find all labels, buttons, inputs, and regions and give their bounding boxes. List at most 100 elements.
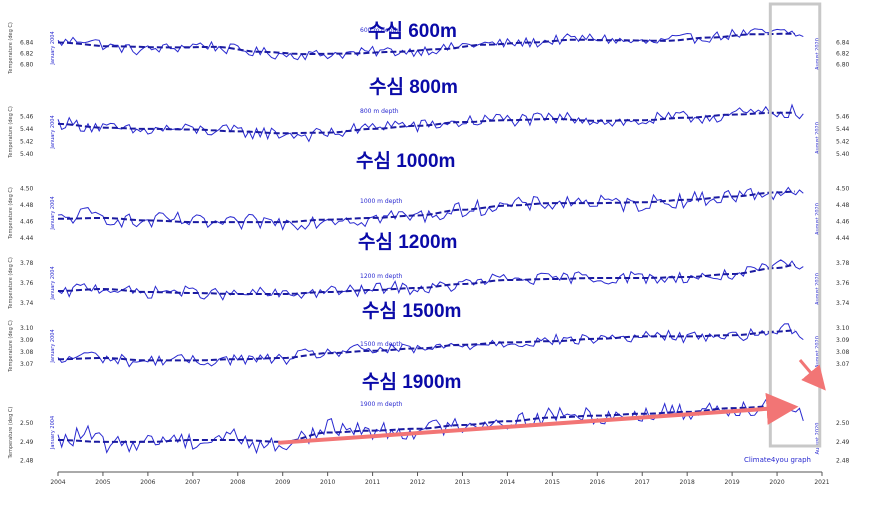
y-tick-right: 6.84 <box>836 40 850 47</box>
x-tick-label: 2013 <box>455 479 470 486</box>
y-axis-label: Temperature (deg C) <box>8 187 14 240</box>
x-tick-label: 2020 <box>769 479 784 486</box>
series-raw-p1900 <box>57 399 804 455</box>
small-depth-label: 800 m depth <box>360 108 399 115</box>
series-smooth-p1900 <box>58 405 795 443</box>
panel-p800: 5.46 5.46 5.44 5.44 5.42 5.42 5.40 5.40 Temperat… <box>8 103 850 159</box>
series-raw-p600 <box>57 28 804 61</box>
big-depth-label: 수심 800m <box>369 76 458 98</box>
y-tick-right: 5.40 <box>836 151 850 158</box>
y-tick-left: 2.49 <box>20 439 34 446</box>
y-tick-right: 6.80 <box>836 62 850 69</box>
series-smooth-p1500 <box>58 329 796 362</box>
y-tick-left: 5.42 <box>20 138 34 145</box>
x-axis: 2004 2005 2006 2007 2008 2009 2010 2011 2012 2013… <box>50 471 830 486</box>
y-tick-left: 3.09 <box>20 337 34 344</box>
y-axis-label: Temperature (deg C) <box>8 257 14 310</box>
y-tick-left: 3.08 <box>20 349 34 356</box>
y-tick-right: 3.09 <box>836 337 850 344</box>
y-tick-right: 5.42 <box>836 138 850 145</box>
start-label: January 2004 <box>50 115 56 149</box>
y-tick-right: 3.78 <box>836 260 850 267</box>
x-tick-label: 2018 <box>680 479 695 486</box>
x-tick-label: 2008 <box>230 479 245 486</box>
series-smooth-p1000 <box>58 190 796 224</box>
y-tick-right: 6.82 <box>836 51 850 58</box>
y-tick-right: 5.44 <box>836 126 850 133</box>
y-tick-right: 3.10 <box>836 325 850 332</box>
y-axis-label: Temperature (deg C) <box>8 320 14 373</box>
x-tick-label: 2016 <box>590 479 605 486</box>
panel-p1000: 4.50 4.50 4.48 4.48 4.46 4.46 4.44 4.44 Temperat… <box>8 185 850 242</box>
highlight-box <box>768 2 822 448</box>
series-smooth-p800 <box>57 111 795 135</box>
panel-p1500: 3.10 3.10 3.09 3.09 3.08 3.08 3.07 3.07 Temperat… <box>8 320 850 373</box>
start-label: January 2004 <box>50 31 56 65</box>
big-depth-label: 수심 1500m <box>362 300 461 322</box>
series-raw-p1200 <box>57 259 804 301</box>
big-depth-label: 수심 1000m <box>356 150 455 172</box>
y-tick-left: 4.44 <box>20 235 34 242</box>
side-arrow <box>798 359 826 391</box>
y-tick-left: 3.76 <box>20 280 34 287</box>
trend-arrow <box>278 392 799 445</box>
y-tick-right: 2.48 <box>836 458 850 465</box>
big-depth-label: 수심 600m <box>368 20 457 42</box>
y-tick-left: 4.50 <box>20 185 34 192</box>
y-tick-left: 6.80 <box>20 62 34 69</box>
series-raw-p1500 <box>57 323 804 368</box>
y-tick-left: 3.10 <box>20 325 34 332</box>
y-tick-left: 5.44 <box>20 126 34 133</box>
y-tick-right: 3.08 <box>836 349 850 356</box>
x-tick-label: 2017 <box>635 479 650 486</box>
y-tick-left: 4.48 <box>20 202 34 209</box>
credit-label: Climate4you graph <box>744 456 811 464</box>
x-tick-label: 2006 <box>140 479 155 486</box>
x-tick-label: 2004 <box>50 479 65 486</box>
y-tick-left: 5.46 <box>20 113 34 120</box>
start-label: January 2004 <box>50 266 56 300</box>
y-tick-right: 4.46 <box>836 218 850 225</box>
y-tick-right: 4.50 <box>836 185 850 192</box>
y-axis-label: Temperature (deg C) <box>8 106 14 159</box>
y-tick-left: 2.50 <box>20 420 34 427</box>
x-tick-label: 2014 <box>500 479 515 486</box>
x-tick-label: 2007 <box>185 479 200 486</box>
y-tick-left: 5.40 <box>20 151 34 158</box>
y-tick-right: 5.46 <box>836 113 850 120</box>
big-depth-label: 수심 1200m <box>358 231 457 253</box>
panels-layer: 6.84 6.84 6.82 6.82 6.80 6.80 Temperature (deg… <box>8 22 850 465</box>
y-tick-right: 3.07 <box>836 361 850 368</box>
y-tick-left: 3.78 <box>20 260 34 267</box>
small-depth-label: 1900 m depth <box>360 401 403 408</box>
y-tick-left: 4.46 <box>20 218 34 225</box>
small-depth-label: 600 m depth <box>360 27 399 34</box>
panel-p1200: 3.78 3.78 3.76 3.76 3.74 3.74 Temperature (deg… <box>8 257 850 310</box>
end-label: August 2020 <box>815 423 821 455</box>
panel-p1900: 2.50 2.50 2.49 2.49 2.48 2.48 Temperature (deg… <box>8 399 850 465</box>
x-tick-label: 2012 <box>410 479 425 486</box>
depth-labels: 수심 600m 수심 800m 수심 1000m 수심 1200m 수심 1500m 수심… <box>356 20 461 393</box>
x-tick-label: 2005 <box>95 479 110 486</box>
y-tick-right: 4.44 <box>836 235 850 242</box>
y-tick-right: 2.50 <box>836 420 850 427</box>
small-depth-label: 1000 m depth <box>360 198 403 205</box>
y-tick-left: 6.84 <box>20 40 34 47</box>
y-tick-left: 6.82 <box>20 51 34 58</box>
y-tick-left: 3.74 <box>20 300 34 307</box>
start-label: January 2004 <box>50 416 56 450</box>
series-smooth-p1200 <box>58 264 796 295</box>
x-tick-label: 2010 <box>320 479 335 486</box>
end-label: August 2020 <box>815 273 821 305</box>
y-tick-left: 3.07 <box>20 361 34 368</box>
annotations: Climate4you graph <box>278 2 826 464</box>
end-label: August 2020 <box>815 122 821 154</box>
x-tick-label: 2015 <box>545 479 560 486</box>
x-tick-label: 2011 <box>365 479 380 486</box>
series-raw-p1000 <box>57 186 804 231</box>
big-depth-label: 수심 1900m <box>362 371 461 393</box>
small-depth-label: 1500 m depth <box>360 341 403 348</box>
y-tick-left: 2.48 <box>20 458 34 465</box>
x-tick-label: 2019 <box>724 479 739 486</box>
x-tick-label: 2021 <box>814 479 829 486</box>
